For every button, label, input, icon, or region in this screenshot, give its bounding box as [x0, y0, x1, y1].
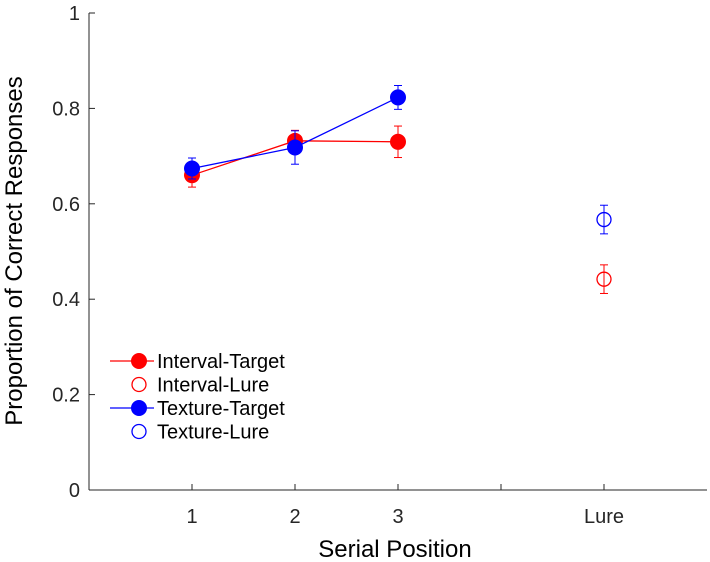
- x-axis-ticks: 1 2 3 Lure: [186, 484, 624, 528]
- y-axis-ticks: 0 0.2 0.4 0.6 0.8 1: [52, 3, 95, 502]
- y-axis-title: Proportion of Correct Responses: [1, 76, 28, 426]
- series-texture-target: [184, 85, 406, 180]
- legend-label: Interval-Lure: [157, 375, 269, 397]
- x-tick-label: Lure: [584, 506, 624, 528]
- data-point: [596, 271, 612, 287]
- legend-label: Interval-Target: [157, 351, 285, 373]
- legend-marker: [131, 376, 147, 393]
- legend-label: Texture-Target: [157, 398, 285, 420]
- x-tick-label: 2: [289, 506, 300, 528]
- data-point: [596, 211, 612, 228]
- legend: Interval-TargetInterval-LureTexture-Targ…: [110, 351, 285, 444]
- x-axis-title: Serial Position: [318, 536, 471, 562]
- y-tick-label: 0.2: [52, 385, 80, 407]
- y-tick-label: 0: [69, 480, 80, 502]
- data-point: [390, 89, 406, 106]
- series-interval-lure: [596, 264, 612, 294]
- series-layer: [184, 85, 612, 294]
- legend-label: Texture-Lure: [157, 422, 269, 444]
- legend-item: Interval-Target: [110, 351, 285, 373]
- legend-marker: [131, 400, 147, 416]
- legend-item: Texture-Target: [110, 398, 285, 420]
- legend-marker: [131, 353, 147, 369]
- series-texture-lure: [596, 204, 612, 235]
- x-tick-label: 3: [392, 506, 403, 528]
- y-tick-label: 0.4: [52, 289, 80, 311]
- legend-item: Texture-Lure: [131, 422, 269, 444]
- data-point: [287, 139, 303, 156]
- x-tick-label: 1: [186, 506, 197, 528]
- y-tick-label: 1: [69, 3, 80, 25]
- legend-marker: [131, 423, 147, 440]
- legend-item: Interval-Lure: [131, 375, 269, 397]
- y-tick-label: 0.6: [52, 194, 80, 216]
- data-point: [184, 160, 200, 177]
- y-tick-label: 0.8: [52, 98, 80, 120]
- data-point: [390, 133, 406, 150]
